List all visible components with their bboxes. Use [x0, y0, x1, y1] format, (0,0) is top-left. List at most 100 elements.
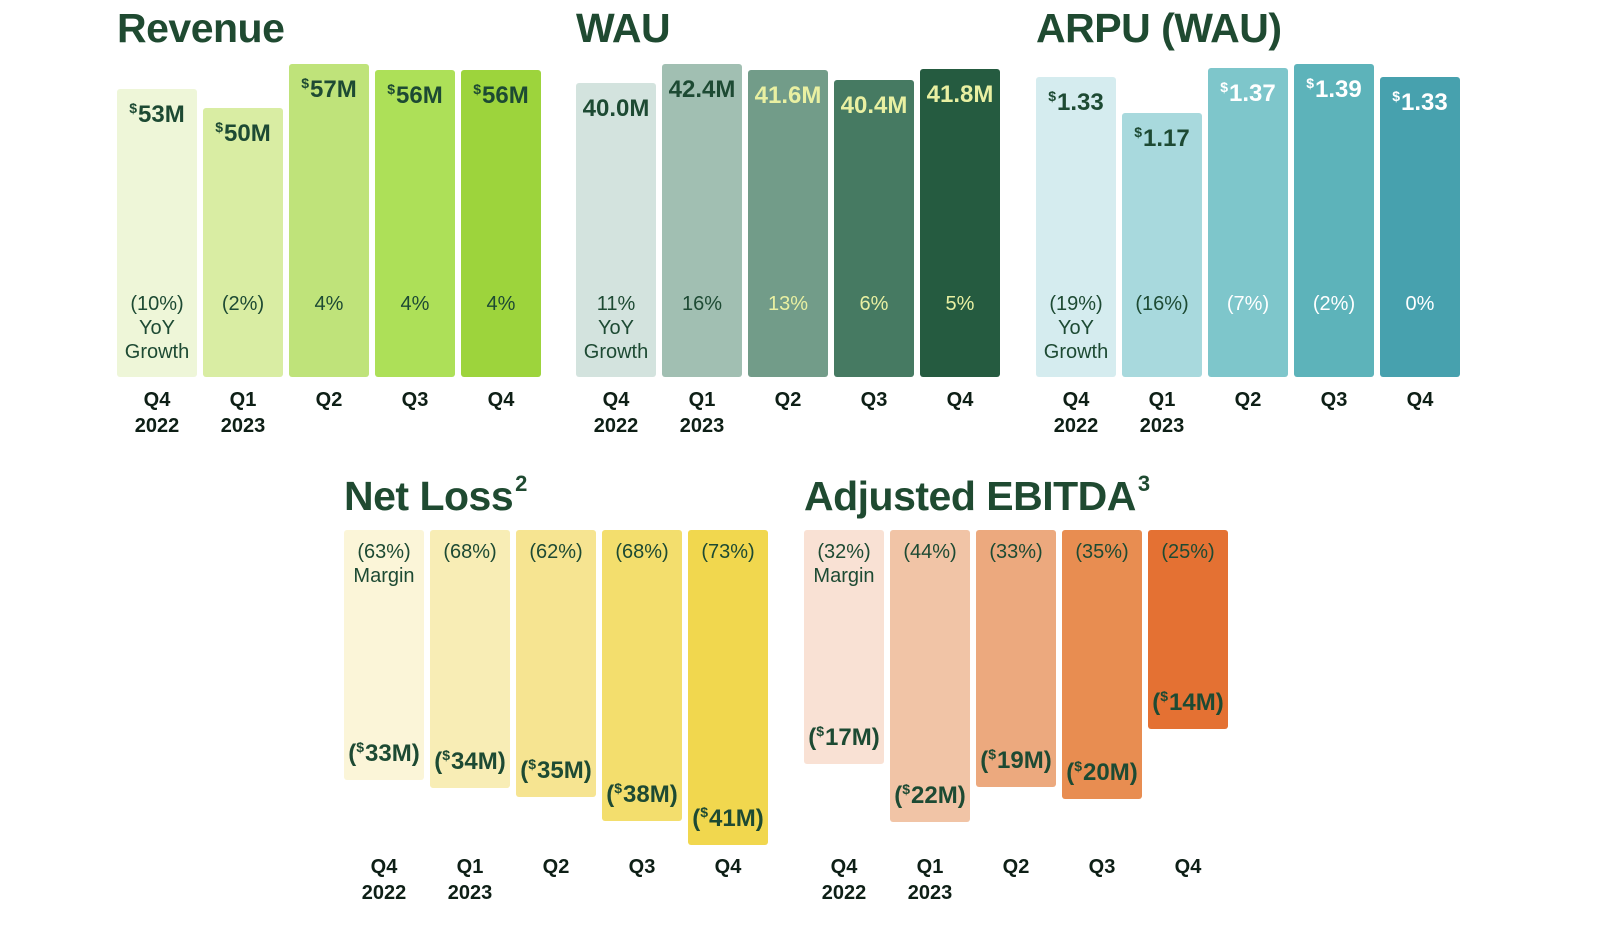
- adjusted-ebitda-value-label: ($19M): [980, 746, 1052, 774]
- wau-title: WAU: [576, 5, 671, 51]
- arpu-wau-bar: [1122, 113, 1202, 377]
- wau-bar: [576, 83, 656, 377]
- arpu-wau-value-label: $1.37: [1220, 79, 1276, 107]
- adjusted-ebitda-annotation: (44%): [903, 541, 957, 563]
- arpu-wau-value-label: $1.33: [1048, 88, 1104, 116]
- revenue-x-label: Q1 2023: [220, 389, 266, 437]
- adjusted-ebitda-x-label: Q2: [1002, 856, 1030, 878]
- arpu-wau-x-label: Q4: [1406, 389, 1434, 411]
- wau-chart: WAU 40.0M 11% YoY Growth Q4 2022 42.4M 16% Q1…: [576, 8, 1016, 448]
- adjusted-ebitda-annotation: (32%) Margin: [813, 541, 875, 587]
- revenue-value-label: $56M: [473, 81, 529, 109]
- adjusted-ebitda-bar: [976, 530, 1056, 787]
- wau-x-label: Q1 2023: [679, 389, 725, 437]
- net-loss-bar: [516, 530, 596, 797]
- net-loss-chart: Net Loss2 ($33M) (63%) Margin Q4 2022 ($34M…: [344, 473, 784, 921]
- net-loss-bar: [344, 530, 424, 780]
- wau-annotation: 13%: [767, 293, 809, 315]
- revenue-x-label: Q4 2022: [134, 389, 180, 437]
- wau-annotation: 5%: [945, 293, 975, 315]
- net-loss-x-label: Q3: [628, 856, 656, 878]
- wau-bar: [662, 64, 742, 377]
- net-loss-annotation: (68%): [615, 541, 669, 563]
- revenue-annotation: 4%: [486, 293, 516, 315]
- revenue-bar: [203, 108, 283, 377]
- adjusted-ebitda-bar: [890, 530, 970, 822]
- revenue-title: Revenue: [117, 5, 285, 51]
- arpu-wau-x-label: Q4 2022: [1053, 389, 1099, 437]
- net-loss-value-label: ($41M): [692, 804, 764, 832]
- arpu-chart: ARPU (WAU) $1.33 (19%) YoY Growth Q4 2022 $…: [1036, 8, 1476, 448]
- net-loss-x-label: Q4 2022: [361, 856, 407, 904]
- arpu-title: ARPU (WAU): [1036, 5, 1282, 51]
- revenue-value-label: $50M: [215, 119, 271, 147]
- wau-annotation: 6%: [859, 293, 889, 315]
- wau-value-label: 41.6M: [754, 82, 822, 109]
- adjusted-ebitda-value-label: ($17M): [808, 723, 880, 751]
- wau-bar: [834, 80, 914, 377]
- revenue-value-label: $53M: [129, 100, 185, 128]
- wau-x-label: Q4: [946, 389, 974, 411]
- revenue-annotation: (2%): [221, 293, 265, 315]
- arpu-wau-annotation: (19%) YoY Growth: [1043, 293, 1109, 363]
- adjusted-ebitda-x-label: Q4 2022: [821, 856, 867, 904]
- wau-x-label: Q3: [860, 389, 888, 411]
- wau-x-label: Q4 2022: [593, 389, 639, 437]
- net-loss-bar: [688, 530, 768, 845]
- revenue-bar: [461, 70, 541, 377]
- revenue-bar: [117, 89, 197, 377]
- wau-annotation: 16%: [681, 293, 723, 315]
- arpu-wau-x-label: Q3: [1320, 389, 1348, 411]
- revenue-chart: Revenue $53M (10%) YoY Growth Q4 2022 $50M (…: [117, 8, 557, 448]
- adjusted-ebitda-annotation: (35%): [1075, 541, 1129, 563]
- arpu-wau-bar: [1294, 64, 1374, 377]
- arpu-wau-annotation: 0%: [1405, 293, 1435, 315]
- adjusted-ebitda-value-label: ($14M): [1152, 688, 1224, 716]
- net-loss-annotation: (68%): [443, 541, 497, 563]
- wau-value-label: 41.8M: [926, 81, 994, 108]
- arpu-wau-bar: [1208, 68, 1288, 377]
- net-loss-value-label: ($35M): [520, 756, 592, 784]
- wau-value-label: 40.4M: [840, 92, 908, 119]
- adjusted-ebitda-annotation: (33%): [989, 541, 1043, 563]
- adjusted-ebitda-annotation: (25%): [1161, 541, 1215, 563]
- net-loss-bar: [602, 530, 682, 821]
- arpu-wau-x-label: Q1 2023: [1139, 389, 1185, 437]
- wau-value-label: 42.4M: [668, 76, 736, 103]
- arpu-wau-bar: [1036, 77, 1116, 377]
- adjusted-ebitda-bar: [804, 530, 884, 764]
- adjusted-ebitda-x-label: Q4: [1174, 856, 1202, 878]
- wau-bar: [920, 69, 1000, 377]
- arpu-wau-value-label: $1.17: [1134, 124, 1190, 152]
- net-loss-annotation: (62%): [529, 541, 583, 563]
- adjusted-ebitda-bar: [1148, 530, 1228, 729]
- arpu-wau-annotation: (16%): [1135, 293, 1189, 315]
- net-loss-x-label: Q2: [542, 856, 570, 878]
- net-loss-value-label: ($38M): [606, 780, 678, 808]
- wau-x-label: Q2: [774, 389, 802, 411]
- revenue-x-label: Q2: [315, 389, 343, 411]
- revenue-annotation: 4%: [400, 293, 430, 315]
- net-loss-x-label: Q1 2023: [447, 856, 493, 904]
- net-loss-x-label: Q4: [714, 856, 742, 878]
- wau-value-label: 40.0M: [582, 95, 650, 122]
- revenue-bar: [375, 70, 455, 377]
- adjusted-ebitda-title: Adjusted EBITDA3: [804, 471, 1150, 519]
- arpu-wau-value-label: $1.33: [1392, 88, 1448, 116]
- revenue-annotation: 4%: [314, 293, 344, 315]
- revenue-value-label: $56M: [387, 81, 443, 109]
- adjusted-ebitda-value-label: ($20M): [1066, 758, 1138, 786]
- adjusted-ebitda-x-label: Q1 2023: [907, 856, 953, 904]
- revenue-annotation: (10%) YoY Growth: [124, 293, 190, 363]
- adjusted-ebitda-x-label: Q3: [1088, 856, 1116, 878]
- arpu-wau-annotation: (7%): [1226, 293, 1270, 315]
- adjusted-ebitda-chart: Adjusted EBITDA3 ($17M) (32%) Margin Q4 20…: [804, 471, 1244, 921]
- revenue-x-label: Q4: [487, 389, 515, 411]
- net-loss-annotation: (63%) Margin: [353, 541, 415, 587]
- revenue-bar: [289, 64, 369, 377]
- arpu-wau-value-label: $1.39: [1306, 75, 1362, 103]
- arpu-wau-annotation: (2%): [1312, 293, 1356, 315]
- net-loss-value-label: ($33M): [348, 739, 420, 767]
- arpu-wau-bar: [1380, 77, 1460, 377]
- revenue-x-label: Q3: [401, 389, 429, 411]
